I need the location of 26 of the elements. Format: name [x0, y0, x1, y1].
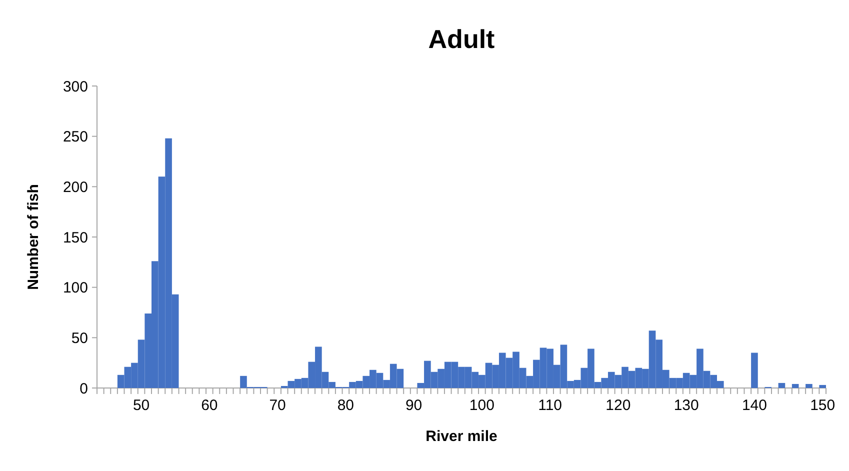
y-axis-title: Number of fish	[25, 184, 42, 290]
chart-title: Adult	[428, 24, 496, 54]
bar	[751, 352, 758, 388]
y-tick-label: 250	[62, 128, 88, 146]
bar	[819, 384, 826, 388]
x-axis-title: River mile	[426, 428, 498, 445]
x-tick-label: 80	[337, 397, 354, 414]
y-tick-label: 300	[62, 78, 88, 96]
x-tick-label: 50	[132, 397, 150, 414]
x-tick-label: 110	[538, 397, 562, 414]
x-tick-label: 120	[606, 397, 631, 414]
x-tick-label: 90	[405, 397, 422, 414]
y-tick-label: 150	[62, 229, 88, 246]
x-tick-label: 60	[201, 397, 218, 414]
x-tick-label: 140	[742, 397, 767, 414]
y-tick-label: 0	[80, 380, 88, 398]
bar	[778, 382, 786, 388]
x-tick-label: 150	[810, 397, 836, 414]
y-tick-label: 100	[62, 280, 88, 297]
y-tick-label: 200	[62, 178, 88, 196]
x-tick-label: 130	[674, 397, 699, 414]
y-tick-label: 50	[71, 330, 88, 347]
bar	[806, 384, 812, 388]
x-tick-label: 100	[469, 397, 494, 414]
bar	[792, 384, 799, 388]
x-tick-label: 70	[269, 397, 286, 414]
